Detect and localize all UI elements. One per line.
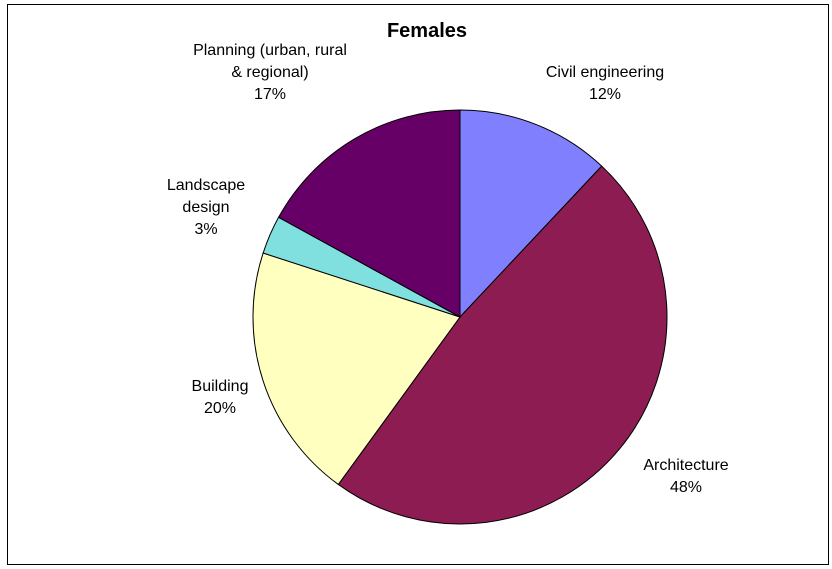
pie-slice <box>252 252 461 486</box>
category-label: Landscape design <box>166 177 246 216</box>
slice-label: Landscape design 3% <box>151 175 261 241</box>
pie-slice <box>277 109 461 318</box>
category-label: Civil engineering <box>545 64 665 81</box>
value-label: 48% <box>669 479 703 496</box>
slice-label: Civil engineering 12% <box>515 62 695 106</box>
value-label: 12% <box>588 86 622 103</box>
chart-title: Females <box>386 20 468 42</box>
slice-label: Architecture 48% <box>616 455 756 499</box>
category-label: Planning (urban, rural & regional) <box>193 42 347 81</box>
value-label: 17% <box>253 86 287 103</box>
slice-label: Building 20% <box>160 376 280 420</box>
value-label: 3% <box>194 221 218 238</box>
category-label: Architecture <box>643 457 729 474</box>
pie-slice <box>459 109 603 319</box>
category-label: Building <box>191 378 249 395</box>
slice-label: Planning (urban, rural & regional) 17% <box>190 40 350 106</box>
value-label: 20% <box>203 400 237 417</box>
pie-slice <box>337 165 668 525</box>
